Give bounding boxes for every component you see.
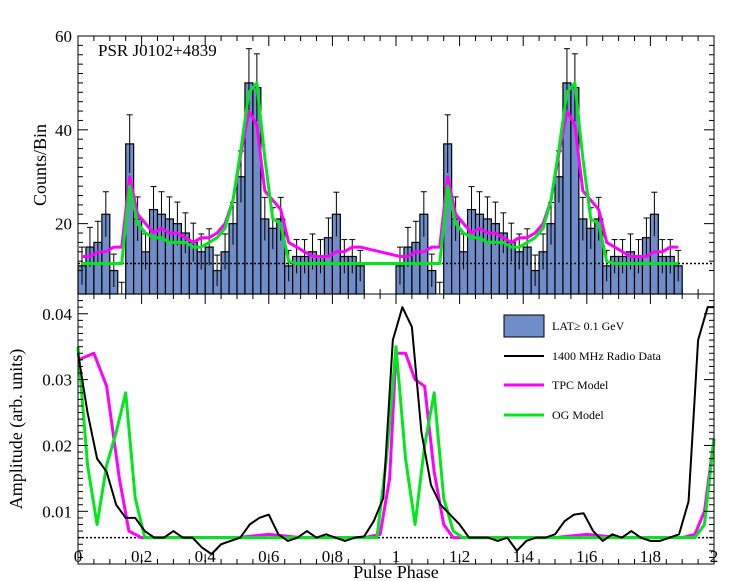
x-tick-label: 1	[392, 547, 401, 566]
legend: LAT≥ 0.1 GeV 1400 MHz Radio Data TPC Mod…	[503, 314, 662, 422]
lat-histogram	[77, 82, 683, 295]
bottom-axis-ticks: 0.01 0.02 0.03 0.04 0 0.2 0.4 0.6 0.8 1 1.2 1.4 1.6 1…	[42, 293, 719, 566]
legend-label-radio: 1400 MHz Radio Data	[552, 349, 662, 363]
top-y-tick-label: 60	[55, 27, 72, 46]
x-tick-label: 1.4	[513, 547, 535, 566]
legend-label-tpc: TPC Model	[552, 378, 609, 392]
lat-error-bars	[78, 48, 682, 294]
x-tick-label: 1.2	[449, 547, 470, 566]
top-model-curves	[81, 81, 679, 266]
og-model-top-line	[81, 81, 679, 266]
chart-title: PSR J0102+4839	[98, 41, 217, 60]
bottom-panel: 0.01 0.02 0.03 0.04 0 0.2 0.4 0.6 0.8 1 1.2 1.4 1.6 1…	[6, 293, 719, 581]
top-y-tick-label: 20	[55, 215, 72, 234]
x-tick-label: 0.2	[131, 547, 152, 566]
top-axis-ticks: 20 40 60	[55, 27, 715, 294]
og-model-line	[76, 345, 716, 540]
tpc-model-top-line	[81, 109, 679, 258]
bottom-y-tick-label: 0.01	[42, 502, 72, 521]
bottom-y-tick-label: 0.03	[42, 371, 72, 390]
legend-label-og: OG Model	[552, 408, 604, 422]
x-tick-label: 1.8	[640, 547, 661, 566]
top-panel: 20 40 60 PSR J0102+4839 Counts/Bin	[30, 27, 715, 295]
bottom-y-tick-label: 0.02	[42, 436, 72, 455]
tpc-model-line	[77, 351, 716, 540]
radio-data-line	[77, 306, 714, 556]
top-y-axis-label: Counts/Bin	[30, 124, 50, 206]
bottom-y-axis-label: Amplitude (arb. units)	[6, 349, 27, 509]
x-tick-label: 0.4	[195, 547, 217, 566]
bottom-series	[76, 306, 716, 556]
x-axis-label: Pulse Phase	[353, 562, 439, 581]
bottom-y-tick-label: 0.04	[42, 305, 72, 324]
bottom-frame	[77, 293, 715, 565]
top-y-tick-label: 40	[55, 121, 72, 140]
x-tick-label: 0	[74, 547, 83, 566]
x-tick-label: 2	[710, 547, 719, 566]
x-tick-label: 0.8	[322, 547, 343, 566]
legend-swatch-lat	[503, 314, 545, 338]
x-tick-label: 0.6	[258, 547, 279, 566]
legend-label-lat: LAT≥ 0.1 GeV	[552, 319, 625, 333]
x-tick-label: 1.6	[576, 547, 597, 566]
